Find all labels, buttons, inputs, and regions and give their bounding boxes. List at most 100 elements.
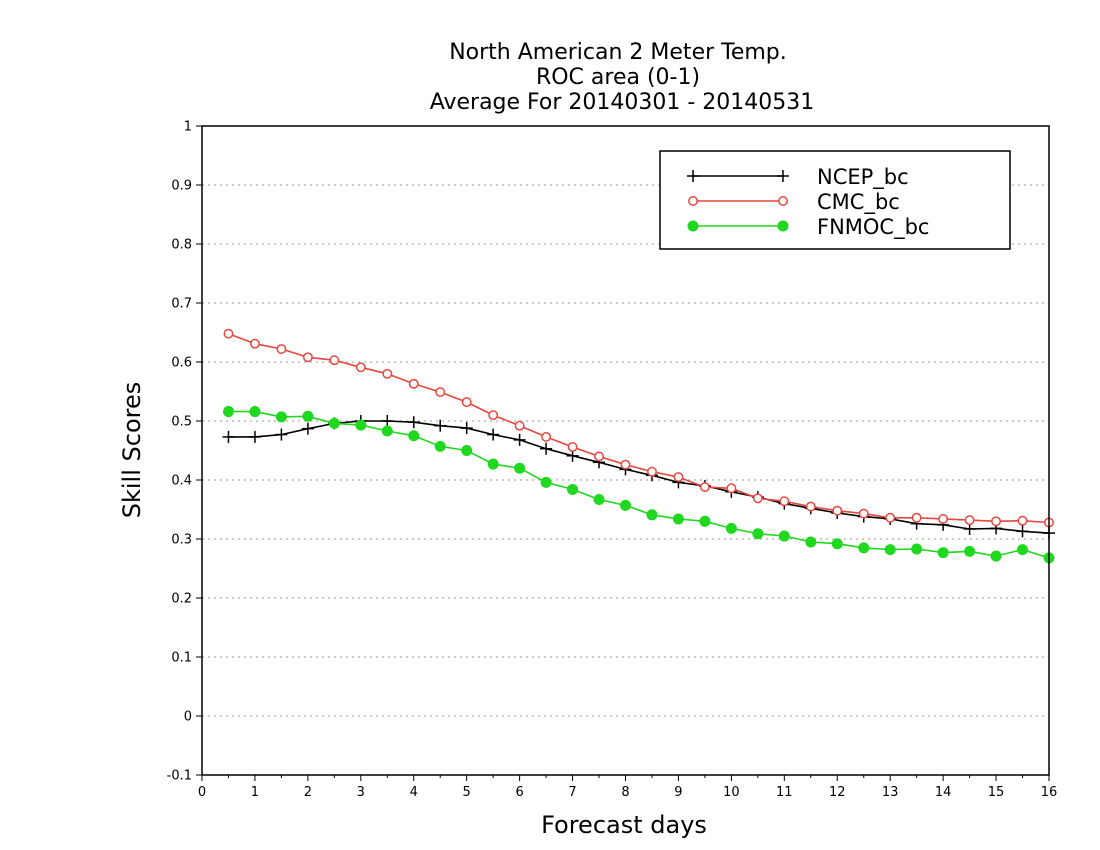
data-point-fnmoc-bc bbox=[620, 499, 631, 511]
data-point-cmc-bc bbox=[567, 442, 578, 452]
chart-title-line-2: ROC area (0-1) bbox=[536, 65, 700, 90]
legend-marker bbox=[777, 220, 789, 232]
data-point-ncep-bc bbox=[275, 428, 288, 441]
data-point-cmc-bc bbox=[832, 505, 843, 516]
data-point-ncep-bc bbox=[222, 430, 235, 443]
axes: -0.100.10.20.30.40.50.60.70.80.910 1 2 3 4 5 6… bbox=[167, 120, 1058, 801]
series-cmc-bc bbox=[223, 328, 1054, 528]
data-point-cmc-bc bbox=[647, 466, 657, 477]
data-point-cmc-bc bbox=[991, 516, 1002, 527]
data-point-cmc-bc bbox=[514, 420, 525, 431]
data-point-cmc-bc bbox=[594, 451, 604, 462]
data-point-fnmoc-bc bbox=[858, 542, 870, 554]
x-tick-label: 15 bbox=[988, 785, 1005, 800]
data-point-cmc-bc bbox=[805, 501, 816, 512]
x-tick-label: 7 bbox=[568, 785, 576, 800]
data-point-ncep-bc bbox=[487, 428, 500, 441]
x-axis-label: Forecast days bbox=[541, 811, 707, 839]
series-line-fnmoc-bc bbox=[228, 410, 1050, 559]
data-point-fnmoc-bc bbox=[911, 543, 923, 555]
data-point-cmc-bc bbox=[779, 496, 790, 507]
data-point-ncep-bc bbox=[460, 422, 473, 435]
x-tick-label: 9 bbox=[674, 785, 682, 800]
chart-title: North American 2 Meter Temp. ROC area (0… bbox=[430, 40, 815, 115]
data-point-cmc-bc bbox=[249, 338, 260, 349]
data-point-cmc-bc bbox=[488, 410, 499, 421]
y-tick-label: 0.3 bbox=[171, 533, 192, 548]
data-point-fnmoc-bc bbox=[831, 538, 843, 550]
x-tick-label: 14 bbox=[935, 785, 952, 800]
data-point-cmc-bc bbox=[752, 493, 763, 504]
x-tick-label: 13 bbox=[882, 785, 899, 800]
data-point-ncep-bc bbox=[434, 419, 447, 432]
series-line-ncep-bc bbox=[228, 420, 1050, 534]
y-tick-label: 1 bbox=[184, 120, 192, 135]
legend-marker bbox=[687, 170, 699, 182]
y-tick-label: 0.8 bbox=[171, 238, 192, 253]
series-line-cmc-bc bbox=[228, 332, 1050, 524]
legend-box bbox=[659, 150, 1011, 250]
legend-marker bbox=[777, 170, 789, 182]
x-tick-label: 4 bbox=[410, 785, 418, 800]
data-point-fnmoc-bc bbox=[593, 493, 605, 505]
legend-label: CMC_bc bbox=[817, 190, 900, 215]
legend-marker bbox=[778, 196, 788, 206]
data-point-ncep-bc bbox=[381, 415, 394, 427]
series-fnmoc-bc bbox=[222, 406, 1055, 564]
x-tick-label: 6 bbox=[515, 785, 523, 800]
data-point-cmc-bc bbox=[408, 378, 419, 389]
data-point-cmc-bc bbox=[541, 431, 552, 442]
data-point-cmc-bc bbox=[223, 328, 234, 339]
data-point-ncep-bc bbox=[1016, 525, 1029, 538]
data-point-fnmoc-bc bbox=[461, 445, 473, 456]
data-point-cmc-bc bbox=[1017, 515, 1028, 526]
data-point-cmc-bc bbox=[858, 508, 869, 519]
data-point-cmc-bc bbox=[938, 513, 949, 524]
data-point-cmc-bc bbox=[276, 344, 287, 354]
y-tick-label: 0.5 bbox=[171, 415, 192, 430]
chart-title-line-3: Average For 20140301 - 20140531 bbox=[430, 90, 815, 115]
data-point-fnmoc-bc bbox=[752, 528, 764, 540]
x-tick-label: 12 bbox=[829, 785, 846, 800]
data-point-fnmoc-bc bbox=[646, 509, 658, 521]
data-point-ncep-bc bbox=[407, 416, 420, 429]
data-point-fnmoc-bc bbox=[408, 430, 420, 442]
chart-title-line-1: North American 2 Meter Temp. bbox=[449, 40, 787, 65]
y-tick-label: 0 bbox=[184, 710, 192, 725]
data-point-fnmoc-bc bbox=[249, 406, 261, 418]
data-point-fnmoc-bc bbox=[355, 419, 367, 431]
data-point-fnmoc-bc bbox=[540, 476, 552, 488]
data-point-fnmoc-bc bbox=[275, 411, 287, 423]
y-axis-label: Skill Scores bbox=[118, 382, 146, 519]
data-point-cmc-bc bbox=[673, 472, 684, 482]
data-point-fnmoc-bc bbox=[434, 440, 446, 452]
legend-marker bbox=[687, 220, 699, 232]
x-tick-label: 16 bbox=[1041, 785, 1058, 800]
data-point-fnmoc-bc bbox=[884, 544, 896, 556]
data-point-fnmoc-bc bbox=[937, 547, 949, 559]
data-point-fnmoc-bc bbox=[222, 406, 234, 418]
y-tick-label: 0.9 bbox=[171, 179, 192, 194]
data-point-cmc-bc bbox=[911, 512, 922, 523]
data-point-cmc-bc bbox=[461, 397, 472, 408]
series-ncep-bc bbox=[222, 415, 1055, 540]
data-point-fnmoc-bc bbox=[381, 425, 393, 437]
data-series bbox=[222, 328, 1055, 564]
data-point-cmc-bc bbox=[620, 459, 631, 470]
x-tick-label: 11 bbox=[776, 785, 793, 800]
data-point-fnmoc-bc bbox=[725, 522, 737, 534]
y-tick-label: 0.1 bbox=[171, 651, 192, 666]
data-point-fnmoc-bc bbox=[672, 513, 684, 525]
data-point-cmc-bc bbox=[329, 355, 340, 366]
y-tick-label: 0.4 bbox=[171, 474, 192, 489]
data-point-fnmoc-bc bbox=[778, 530, 790, 542]
legend-label: FNMOC_bc bbox=[817, 215, 929, 240]
data-point-fnmoc-bc bbox=[805, 536, 817, 548]
data-point-fnmoc-bc bbox=[990, 550, 1002, 562]
x-tick-label: 1 bbox=[251, 785, 259, 800]
y-tick-label: -0.1 bbox=[167, 769, 192, 784]
data-point-cmc-bc bbox=[302, 352, 313, 363]
y-gridlines bbox=[202, 184, 1049, 717]
data-point-cmc-bc bbox=[885, 512, 896, 523]
